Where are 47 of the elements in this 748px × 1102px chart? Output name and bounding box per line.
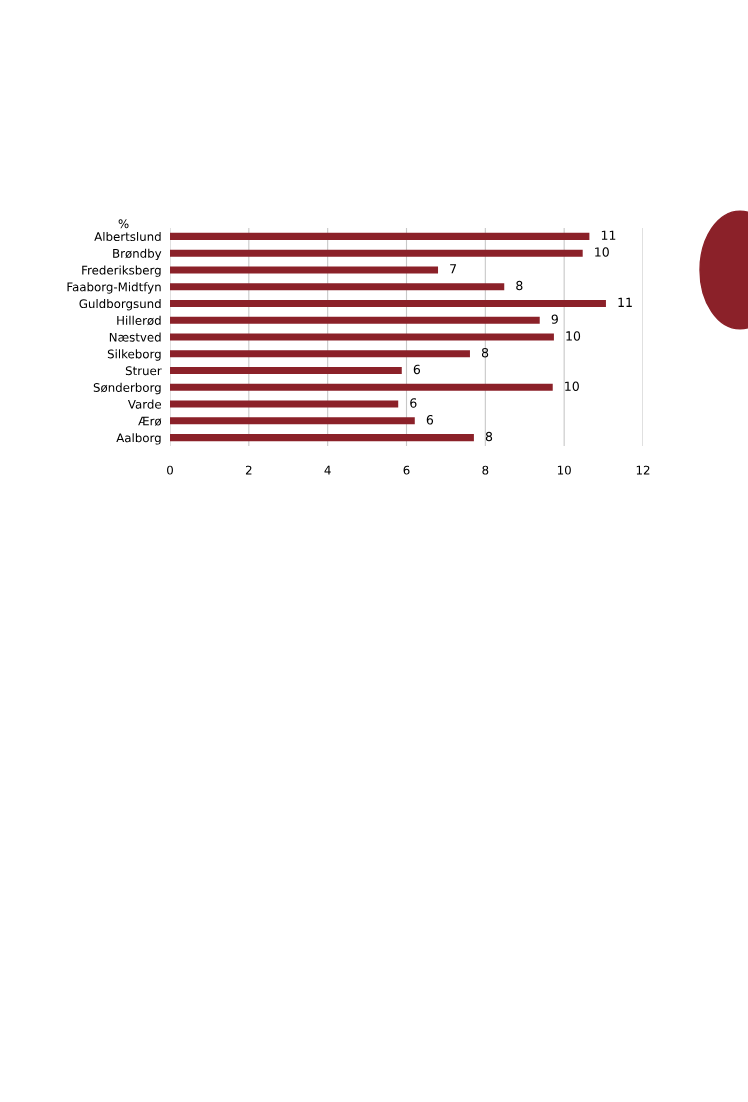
x-tick-label: 0 (167, 465, 173, 475)
data-label: 10 (565, 381, 579, 391)
y-tick-label: Brøndby (113, 248, 162, 261)
x-tick-label: 8 (482, 465, 489, 475)
y-tick-label: Hillerød (117, 315, 161, 326)
y-tick-label: Varde (127, 399, 162, 409)
y-tick-label: Silkeborg (107, 349, 161, 361)
x-tick-label: 2 (245, 465, 252, 475)
x-axis-title: % (118, 219, 129, 229)
bar (170, 434, 474, 442)
x-tick-label: 10 (557, 465, 571, 475)
bar (170, 249, 583, 257)
data-label: 11 (618, 297, 632, 307)
data-label: 8 (516, 280, 523, 291)
y-tick-label: Faaborg-Midtfyn (67, 282, 161, 294)
data-label: 8 (481, 347, 489, 358)
data-label: 10 (566, 331, 581, 341)
data-label: 6 (410, 398, 417, 408)
bar (170, 283, 505, 291)
y-tick-label: Ærø (138, 416, 162, 426)
bar (170, 350, 470, 358)
bar (170, 333, 554, 341)
bar (170, 266, 439, 274)
x-tick-label: 6 (403, 465, 410, 475)
bar (170, 400, 399, 408)
bar (170, 232, 590, 240)
data-label: 10 (595, 247, 609, 257)
data-label: 9 (551, 314, 558, 324)
x-tick-label: 4 (324, 465, 331, 475)
bar (170, 367, 402, 375)
bar (170, 299, 606, 307)
y-tick-label: Struer (125, 366, 162, 376)
y-tick-label: Aalborg (116, 433, 161, 445)
y-tick-label: Sønderborg (93, 382, 161, 395)
data-label: 6 (413, 364, 421, 375)
y-tick-label: Næstved (109, 332, 161, 342)
y-tick-label: Frederiksberg (82, 265, 161, 277)
bar (170, 383, 553, 391)
data-label: 6 (426, 415, 434, 425)
y-tick-label: Albertslund (94, 231, 161, 242)
data-label: 7 (450, 264, 457, 274)
bar (170, 316, 540, 324)
data-label: 11 (601, 230, 616, 240)
data-label: 8 (485, 431, 493, 442)
x-tick-label: 12 (636, 465, 650, 475)
bar (170, 417, 415, 425)
y-tick-label: Guldborgsund (79, 298, 161, 311)
